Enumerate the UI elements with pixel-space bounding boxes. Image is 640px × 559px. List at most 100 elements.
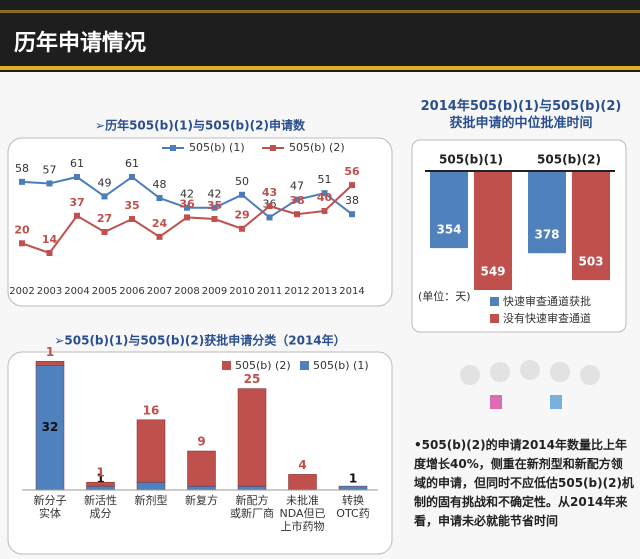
point: [19, 240, 25, 247]
bar: [430, 172, 468, 249]
data-label: 4: [298, 458, 306, 472]
x-tick-label: 2014: [339, 286, 364, 297]
point: [239, 225, 245, 232]
data-label: 378: [534, 228, 559, 242]
point: [211, 204, 218, 211]
bar-segment: [35, 361, 65, 366]
bar-segment: [288, 474, 317, 491]
unit-note: (单位：天): [418, 289, 471, 303]
chart-title: ➢505(b)(1)与505(b)(2)获批申请分类（2014年）: [54, 333, 345, 348]
header-stripe: [0, 66, 640, 70]
point: [321, 207, 328, 214]
data-label: 42: [180, 188, 194, 201]
point: [266, 214, 273, 221]
data-label: 38: [289, 194, 304, 207]
bar-segment: [187, 485, 216, 491]
legend-label: 505(b) (1): [313, 359, 369, 372]
data-label: 35: [124, 199, 139, 212]
data-label: 56: [344, 165, 360, 178]
data-label: 42: [208, 188, 222, 201]
x-tick-label: 2011: [257, 286, 282, 297]
data-label: 36: [179, 197, 195, 210]
legend-label: 505(b) (2): [289, 141, 345, 154]
data-label: 29: [234, 209, 249, 222]
point: [46, 180, 53, 187]
x-tick-label: 2012: [284, 286, 309, 297]
x-tick-label: 2009: [202, 286, 227, 297]
bar-segment: [237, 388, 267, 487]
panel: [7, 137, 393, 307]
legend-label: 505(b) (1): [189, 141, 245, 154]
point: [156, 195, 163, 202]
bar-segment: [86, 481, 115, 487]
data-label: 38: [345, 194, 359, 207]
data-label: 9: [197, 435, 205, 449]
data-label: 1: [96, 466, 104, 480]
data-label: 14: [42, 233, 58, 246]
bar-segment: [136, 481, 166, 491]
data-label: 57: [43, 163, 57, 176]
x-tick-label: 2005: [92, 286, 117, 297]
x-tick-label: 新配方 或新厂商: [230, 494, 274, 520]
header-title: 历年申请情况: [14, 30, 146, 56]
data-label: 49: [98, 176, 112, 189]
legend-marker: [270, 145, 276, 151]
point: [239, 191, 245, 198]
bar: [572, 172, 610, 281]
data-label: 43: [262, 186, 277, 199]
x-tick-label: 2007: [147, 286, 172, 297]
data-label: 37: [69, 196, 84, 209]
x-tick-label: 转换 OTC药: [336, 494, 370, 520]
bar-segment: [237, 485, 267, 491]
point: [349, 182, 355, 189]
x-tick-label: 2003: [37, 286, 62, 297]
chart-title: ➢历年505(b)(1)与505(b)(2)申请数: [95, 118, 306, 133]
bar-segment: [338, 485, 368, 491]
category-label: 505(b)(2): [537, 153, 601, 167]
legend-marker: [490, 314, 499, 323]
x-tick-label: 2013: [312, 286, 337, 297]
legend-marker: [300, 361, 309, 370]
data-label: 35: [207, 199, 222, 212]
bar-segment: [136, 419, 166, 483]
data-label: 48: [153, 178, 167, 191]
legend-label: 没有快速审查通道: [503, 311, 591, 325]
data-label: 32: [42, 420, 59, 434]
point: [101, 193, 108, 200]
bar-segment: [187, 450, 216, 487]
x-tick-label: 2004: [64, 286, 89, 297]
data-label: 1: [46, 345, 54, 359]
data-label: 51: [318, 173, 332, 186]
x-tick-label: 新分子 实体: [33, 494, 67, 520]
data-label: 61: [70, 157, 84, 170]
point: [129, 216, 135, 223]
legend-marker: [490, 297, 499, 306]
data-label: 58: [15, 162, 29, 175]
point: [349, 211, 355, 218]
point: [156, 233, 163, 240]
x-tick-label: 2002: [9, 286, 34, 297]
legend-marker: [170, 145, 176, 151]
chart-title: 2014年505(b)(1)与505(b)(2) 获批申请的中位批准时间: [420, 99, 622, 131]
point: [184, 214, 190, 221]
x-tick-label: 新剂型: [134, 494, 168, 507]
data-label: 50: [235, 175, 249, 188]
bar: [528, 172, 566, 254]
point: [266, 203, 273, 210]
point: [211, 216, 218, 223]
legend-label: 快速审查通道获批: [503, 294, 591, 308]
data-label: 25: [244, 372, 261, 386]
data-label: 61: [125, 157, 139, 170]
data-label: 20: [14, 223, 30, 236]
point: [294, 211, 300, 218]
data-label: 27: [97, 212, 112, 225]
legend-marker: [222, 361, 231, 370]
data-label: 24: [152, 217, 168, 230]
point: [74, 212, 80, 219]
point: [46, 250, 53, 256]
category-label: 505(b)(1): [439, 153, 503, 167]
data-label: 1: [96, 472, 104, 486]
legend-label: 505(b) (2): [235, 359, 291, 372]
